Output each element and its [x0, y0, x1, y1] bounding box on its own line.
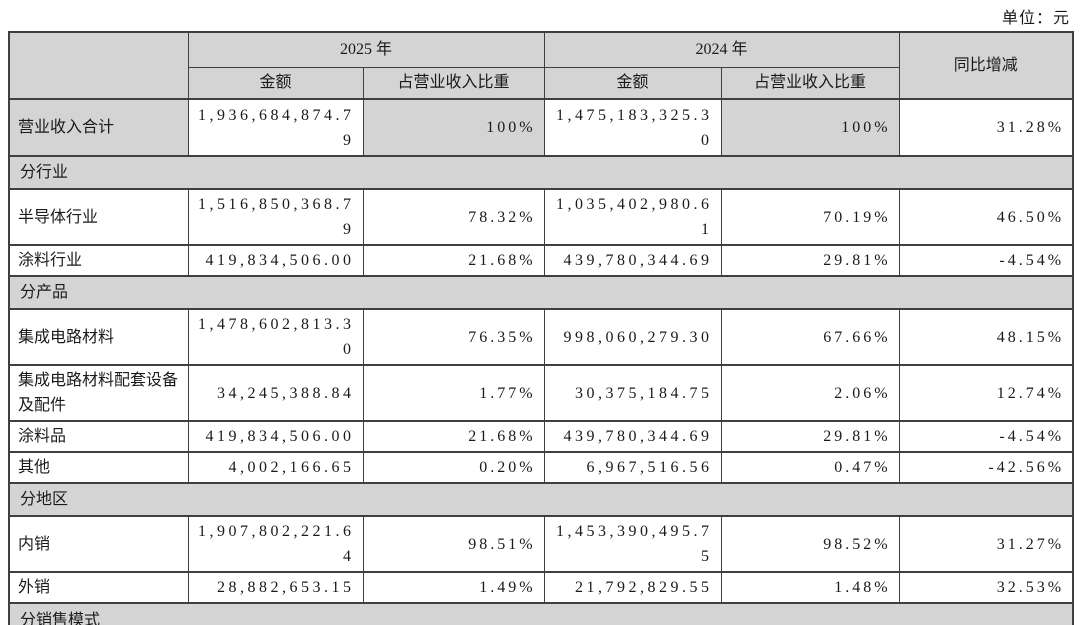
yoy-cell: 46.50% — [898, 188, 1074, 246]
section-row-by-region: 分地区 — [8, 482, 1074, 517]
section-label: 分产品 — [8, 275, 1074, 310]
section-label: 分行业 — [8, 155, 1074, 190]
corner-cell — [8, 31, 189, 100]
amount-2024-cell: 439,780,344.69 — [543, 420, 722, 453]
table-row-domestic-sales: 内销 1,907,802,221.64 98.51% 1,453,390,495… — [8, 515, 1074, 573]
section-label: 分地区 — [8, 482, 1074, 517]
yoy-cell: -4.54% — [898, 420, 1074, 453]
amount-2024-cell: 439,780,344.69 — [543, 244, 722, 277]
amount-2024-cell: 998,060,279.30 — [543, 308, 722, 366]
section-row-by-product: 分产品 — [8, 275, 1074, 310]
year-2025-header: 2025 年 — [187, 31, 545, 68]
yoy-cell: -42.56% — [898, 451, 1074, 484]
row-label: 涂料行业 — [8, 244, 189, 277]
amount-2025-cell: 34,245,388.84 — [187, 364, 364, 422]
amount-2025-cell: 1,478,602,813.30 — [187, 308, 364, 366]
amount-2025-cell: 419,834,506.00 — [187, 244, 364, 277]
ratio-2024-cell: 70.19% — [720, 188, 900, 246]
ratio-2025-cell: 100% — [362, 98, 545, 157]
yoy-cell: 12.74% — [898, 364, 1074, 422]
row-label: 涂料品 — [8, 420, 189, 453]
yoy-cell: -4.54% — [898, 244, 1074, 277]
ratio-2024-cell: 29.81% — [720, 420, 900, 453]
amount-2025-cell: 1,516,850,368.79 — [187, 188, 364, 246]
row-label: 外销 — [8, 571, 189, 604]
ratio-2024-cell: 1.48% — [720, 571, 900, 604]
ratio-2024-cell: 100% — [720, 98, 900, 157]
amount-2025-header: 金额 — [187, 66, 364, 100]
row-label: 集成电路材料 — [8, 308, 189, 366]
amount-2024-cell: 30,375,184.75 — [543, 364, 722, 422]
amount-2024-cell: 21,792,829.55 — [543, 571, 722, 604]
ratio-2025-cell: 21.68% — [362, 420, 545, 453]
ratio-2025-header: 占营业收入比重 — [362, 66, 545, 100]
yoy-header: 同比增减 — [898, 31, 1074, 100]
table-header-row-years: 2025 年 2024 年 同比增减 — [8, 31, 1074, 100]
row-label: 半导体行业 — [8, 188, 189, 246]
ratio-2025-cell: 98.51% — [362, 515, 545, 573]
ratio-2025-cell: 0.20% — [362, 451, 545, 484]
table-row-others: 其他 4,002,166.65 0.20% 6,967,516.56 0.47%… — [8, 451, 1074, 484]
amount-2024-header: 金额 — [543, 66, 722, 100]
row-label: 集成电路材料配套设备及配件 — [8, 364, 189, 422]
amount-2024-cell: 1,035,402,980.61 — [543, 188, 722, 246]
amount-2025-cell: 28,882,653.15 — [187, 571, 364, 604]
section-row-by-industry: 分行业 — [8, 155, 1074, 190]
table-row-coating-products: 涂料品 419,834,506.00 21.68% 439,780,344.69… — [8, 420, 1074, 453]
amount-2024-cell: 1,475,183,325.30 — [543, 98, 722, 157]
yoy-cell: 32.53% — [898, 571, 1074, 604]
financial-table: 2025 年 2024 年 同比增减 金额 占营业收入比重 金额 占营业收入比重… — [8, 31, 1075, 625]
row-label: 内销 — [8, 515, 189, 573]
ratio-2024-cell: 29.81% — [720, 244, 900, 277]
amount-2024-cell: 6,967,516.56 — [543, 451, 722, 484]
ratio-2025-cell: 76.35% — [362, 308, 545, 366]
section-row-by-sales-model: 分销售模式 — [8, 602, 1074, 625]
table-header-row-metrics: 金额 占营业收入比重 金额 占营业收入比重 — [9, 66, 1073, 100]
yoy-cell: 31.27% — [898, 515, 1074, 573]
yoy-cell: 31.28% — [898, 98, 1074, 157]
table-row-export-sales: 外销 28,882,653.15 1.49% 21,792,829.55 1.4… — [8, 571, 1074, 604]
yoy-cell: 48.15% — [898, 308, 1074, 366]
section-label: 分销售模式 — [8, 602, 1074, 625]
amount-2025-cell: 4,002,166.65 — [187, 451, 364, 484]
ratio-2024-cell: 67.66% — [720, 308, 900, 366]
table-row-semiconductor: 半导体行业 1,516,850,368.79 78.32% 1,035,402,… — [8, 188, 1074, 246]
ratio-2025-cell: 1.77% — [362, 364, 545, 422]
table-row-ic-equipment: 集成电路材料配套设备及配件 34,245,388.84 1.77% 30,375… — [8, 364, 1074, 422]
amount-2025-cell: 1,907,802,221.64 — [187, 515, 364, 573]
report-page: 单位：元 2025 年 2024 年 同比增减 金额 占营业收入比重 金额 占营… — [8, 0, 1075, 625]
ratio-2025-cell: 78.32% — [362, 188, 545, 246]
unit-label: 单位：元 — [1001, 10, 1070, 27]
row-label: 其他 — [8, 451, 189, 484]
amount-2025-cell: 419,834,506.00 — [187, 420, 364, 453]
year-2024-header: 2024 年 — [543, 31, 900, 68]
ratio-2024-cell: 2.06% — [720, 364, 900, 422]
row-label: 营业收入合计 — [8, 98, 189, 157]
amount-2024-cell: 1,453,390,495.75 — [543, 515, 722, 573]
ratio-2024-cell: 0.47% — [720, 451, 900, 484]
table-row-total-revenue: 营业收入合计 1,936,684,874.79 100% 1,475,183,3… — [8, 98, 1074, 157]
ratio-2024-cell: 98.52% — [720, 515, 900, 573]
table-row-ic-materials: 集成电路材料 1,478,602,813.30 76.35% 998,060,2… — [8, 308, 1074, 366]
ratio-2024-header: 占营业收入比重 — [720, 66, 900, 100]
ratio-2025-cell: 1.49% — [362, 571, 545, 604]
ratio-2025-cell: 21.68% — [362, 244, 545, 277]
table-row-coating-industry: 涂料行业 419,834,506.00 21.68% 439,780,344.6… — [8, 244, 1074, 277]
amount-2025-cell: 1,936,684,874.79 — [187, 98, 364, 157]
